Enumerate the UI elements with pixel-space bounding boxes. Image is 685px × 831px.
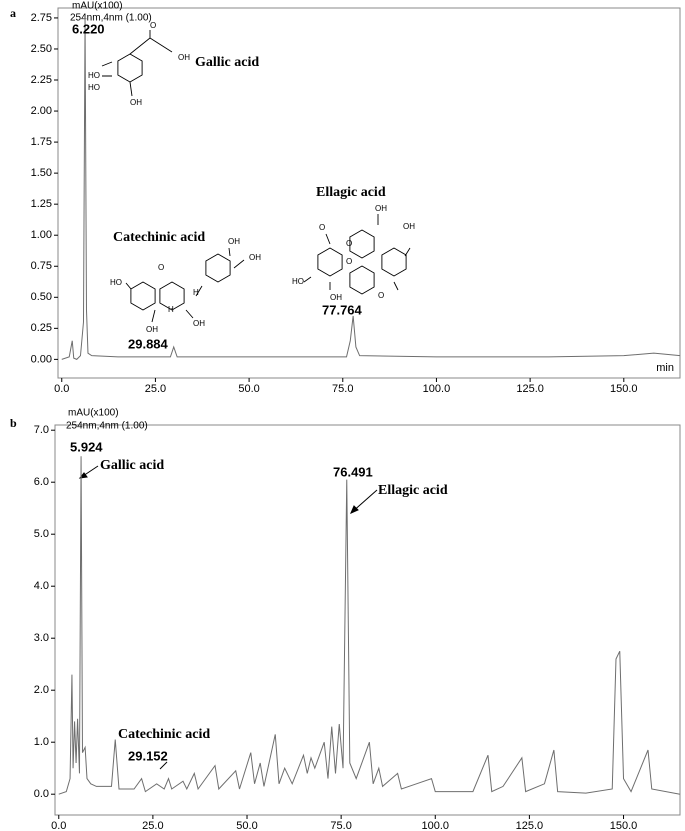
structure-ring: [349, 265, 375, 295]
atom-label: O: [158, 263, 164, 272]
y-tick-label: 0.25: [31, 322, 52, 334]
channel: 254nm,4nm (1.00): [66, 421, 148, 432]
peak-label: 6.220: [72, 21, 105, 36]
x-unit: min: [656, 362, 674, 374]
y-tick-label: 0.50: [31, 291, 52, 303]
y-tick-label: 1.25: [31, 198, 52, 210]
atom-label: O: [319, 223, 325, 232]
compound-label: Catechinic acid: [113, 230, 205, 245]
y-tick-label: 3.0: [34, 632, 49, 644]
structure-ring: [117, 53, 143, 83]
compound-label: Ellagic acid: [378, 483, 448, 498]
x-tick-label: 25.0: [145, 383, 166, 395]
atom-label: OH: [330, 293, 342, 302]
atom-label: OH: [178, 53, 190, 62]
compound-label: Catechinic acid: [118, 727, 210, 742]
y-tick-label: 1.50: [31, 167, 52, 179]
y-tick-label: 0.75: [31, 260, 52, 272]
atom-label: HO: [292, 277, 304, 286]
trace: [58, 456, 681, 795]
atom-label: OH: [375, 204, 387, 213]
y-tick-label: 2.00: [31, 105, 52, 117]
structure-ring: [349, 229, 375, 259]
x-tick-label: 0.0: [51, 820, 66, 831]
y-unit: mAU(x100): [68, 408, 119, 419]
atom-label: H: [193, 288, 199, 297]
x-tick-label: 0.0: [54, 383, 69, 395]
y-tick-label: 7.0: [34, 424, 49, 436]
atom-label: O: [378, 291, 384, 300]
compound-label: Ellagic acid: [316, 185, 386, 200]
structure-ring: [159, 281, 185, 311]
y-tick-label: 1.75: [31, 136, 52, 148]
panel-label: b: [10, 416, 17, 430]
atom-label: HO: [88, 83, 100, 92]
atom-label: OH: [228, 237, 240, 246]
structure-ring: [130, 281, 156, 311]
atom-label: O: [346, 257, 352, 266]
atom-label: O: [346, 239, 352, 248]
structure-bond: [101, 30, 173, 97]
x-tick-label: 125.0: [516, 820, 544, 831]
structure-ring: [381, 247, 407, 277]
peak-label: 29.152: [128, 748, 168, 763]
structure-bond: [303, 214, 411, 291]
y-tick-label: 0.0: [34, 788, 49, 800]
y-tick-label: 2.75: [31, 12, 52, 24]
peak-label: 5.924: [70, 439, 103, 454]
structure-ring: [205, 253, 231, 283]
y-tick-label: 2.25: [31, 74, 52, 86]
panel-label: a: [10, 6, 16, 20]
y-tick-label: 4.0: [34, 580, 49, 592]
structure-ring: [317, 247, 343, 277]
plot-frame: [54, 424, 681, 816]
structure-bond: [125, 247, 245, 323]
atom-label: OH: [146, 325, 158, 334]
y-tick-label: 0.00: [31, 353, 52, 365]
y-tick-label: 2.0: [34, 684, 49, 696]
x-tick-label: 75.0: [330, 820, 351, 831]
x-tick-label: 100.0: [422, 820, 450, 831]
atom-label: OH: [403, 222, 415, 231]
atom-label: HO: [88, 71, 100, 80]
y-tick-label: 1.00: [31, 229, 52, 241]
x-tick-label: 75.0: [332, 383, 353, 395]
atom-label: OH: [130, 98, 142, 107]
atom-label: H: [168, 305, 174, 314]
compound-label: Gallic acid: [100, 458, 164, 473]
y-tick-label: 1.0: [34, 736, 49, 748]
x-tick-label: 150.0: [610, 383, 638, 395]
channel: 254nm,4nm (1.00): [70, 13, 152, 24]
atom-label: O: [150, 21, 156, 30]
y-tick-label: 5.0: [34, 528, 49, 540]
atom-label: OH: [193, 319, 205, 328]
y-tick-label: 6.0: [34, 476, 49, 488]
x-tick-label: 25.0: [142, 820, 163, 831]
x-tick-label: 150.0: [610, 820, 638, 831]
peak-label: 77.764: [322, 302, 363, 317]
x-tick-label: 100.0: [423, 383, 451, 395]
y-tick-label: 2.50: [31, 43, 52, 55]
atom-label: OH: [249, 253, 261, 262]
y-unit: mAU(x100): [72, 1, 123, 12]
plot-frame: [57, 7, 681, 379]
arrows: [78, 465, 378, 770]
peak-label: 76.491: [333, 464, 373, 479]
x-tick-label: 50.0: [236, 820, 257, 831]
trace: [61, 17, 681, 360]
x-tick-label: 125.0: [516, 383, 544, 395]
x-tick-label: 50.0: [238, 383, 259, 395]
peak-label: 29.884: [128, 336, 169, 351]
atom-label: HO: [110, 278, 122, 287]
compound-label: Gallic acid: [195, 55, 259, 70]
